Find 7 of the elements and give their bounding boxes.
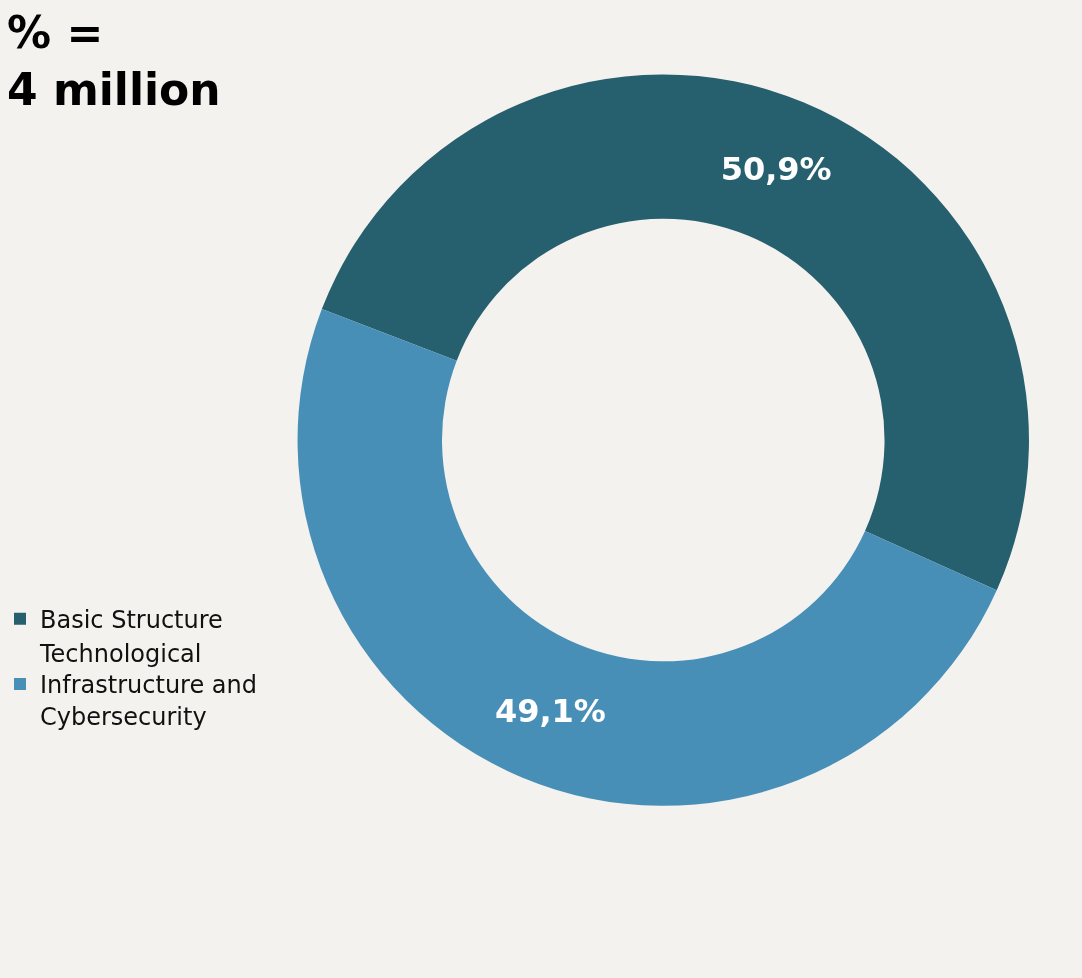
data-label: 49,1% [494, 692, 606, 731]
donut-slice [321, 74, 1029, 591]
data-label: 50,9% [720, 150, 832, 189]
legend-label: Technological Infrastructure and Cybersecurity [39, 640, 258, 731]
legend-label: Basic Structure [40, 606, 223, 635]
donut-slice [297, 309, 997, 806]
chart-title: % = 4 million [7, 7, 221, 116]
